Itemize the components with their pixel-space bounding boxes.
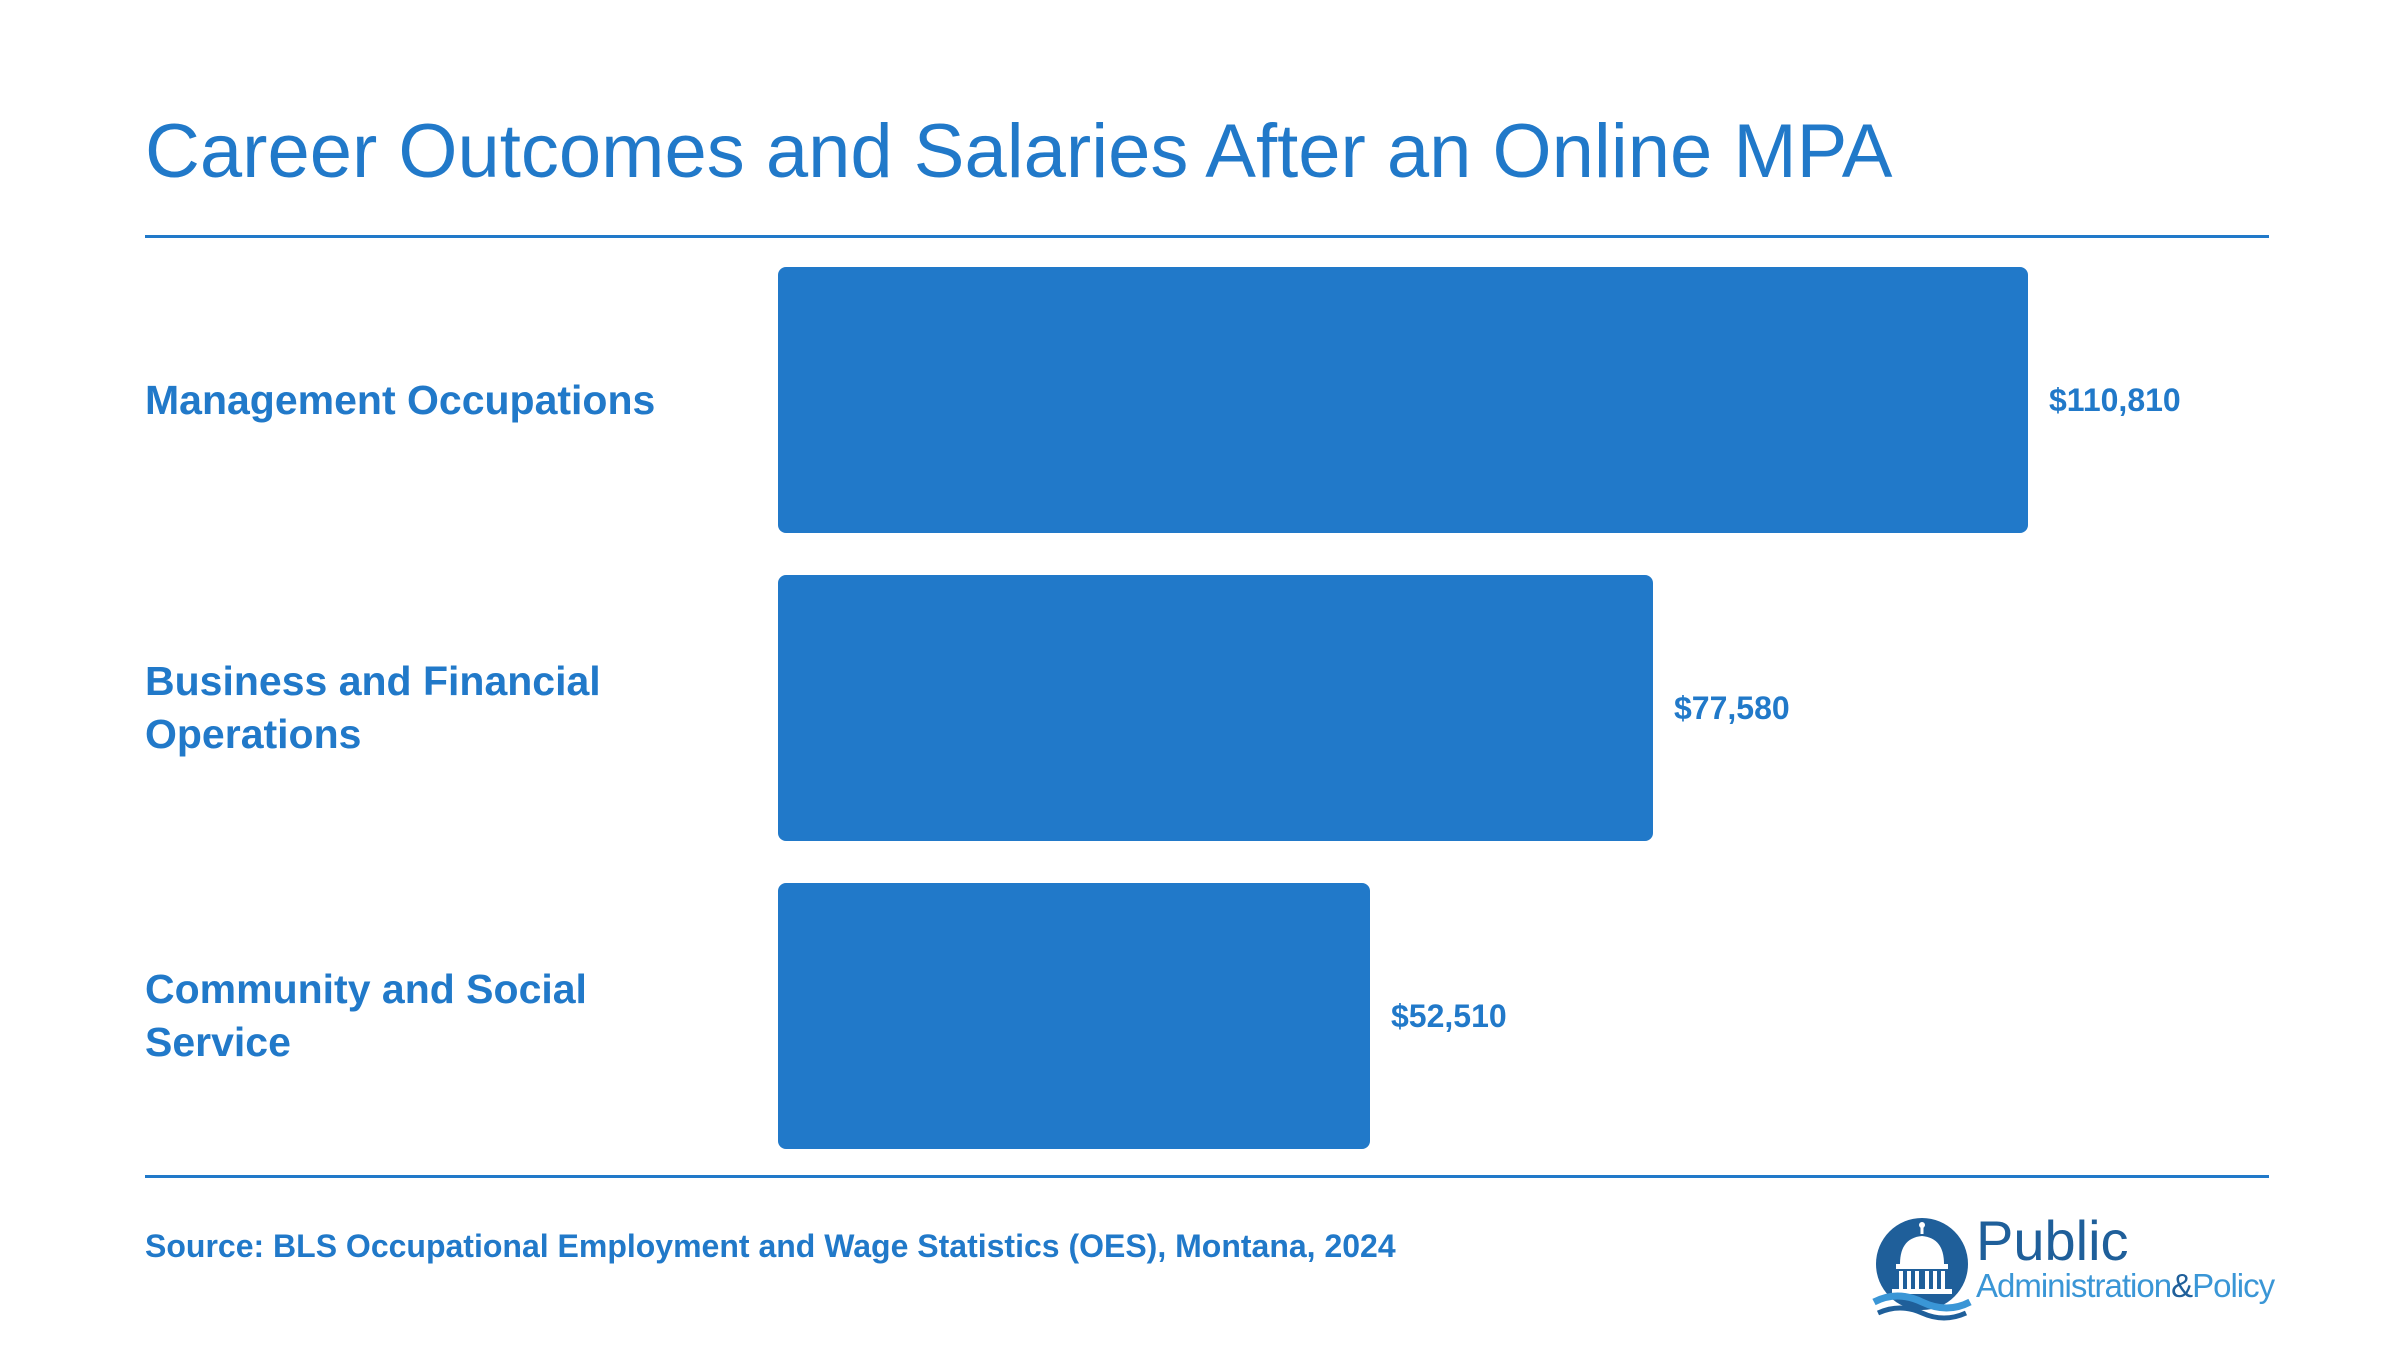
top-divider (145, 235, 2269, 238)
logo-wordmark-public: Public (1976, 1209, 2129, 1272)
logo-word-policy: Policy (2192, 1267, 2275, 1304)
logo-word-administration: Administration (1976, 1267, 2172, 1304)
bar-value-label: $110,810 (2049, 381, 2181, 418)
category-label-text: Community and Social Service (145, 966, 587, 1065)
category-label-text: Business and Financial Operations (145, 658, 601, 757)
logo-ampersand: & (2171, 1267, 2193, 1304)
category-label: Business and Financial Operations (145, 575, 705, 841)
bar-value-label: $52,510 (1391, 997, 1507, 1034)
category-label: Community and Social Service (145, 883, 705, 1149)
bottom-divider (145, 1175, 2269, 1178)
bar-value-label: $77,580 (1674, 689, 1790, 726)
bar (778, 267, 2028, 533)
publisher-logo: Public Administration&Policy (1872, 1209, 2275, 1322)
category-label: Management Occupations (145, 267, 705, 533)
chart-title: Career Outcomes and Salaries After an On… (145, 109, 1893, 194)
source-note: Source: BLS Occupational Employment and … (145, 1228, 1396, 1264)
logo-wordmark-subtitle: Administration&Policy (1976, 1267, 2275, 1305)
category-label-text: Management Occupations (145, 376, 656, 423)
capitol-dome-icon (1872, 1218, 1972, 1321)
bar (778, 575, 1653, 841)
bar (778, 883, 1370, 1149)
